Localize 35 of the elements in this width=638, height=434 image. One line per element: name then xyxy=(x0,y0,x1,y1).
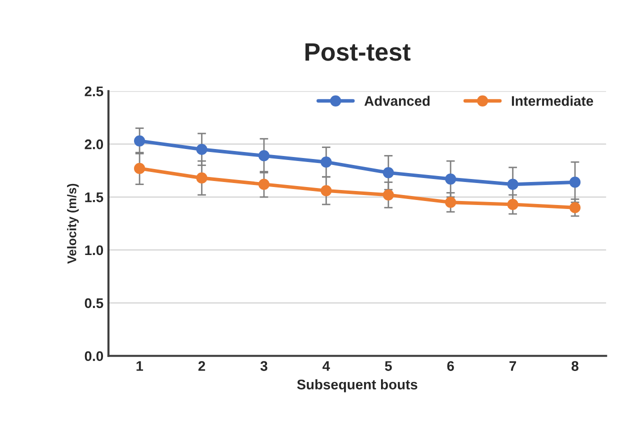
y-tick-label: 2.5 xyxy=(84,86,104,96)
point xyxy=(320,156,332,168)
x-tick-label: 1 xyxy=(136,361,144,371)
point xyxy=(445,173,456,185)
x-axis-title: Subsequent bouts xyxy=(297,379,418,392)
y-tick-label: 0.0 xyxy=(84,351,104,362)
point xyxy=(134,135,146,146)
point xyxy=(507,198,518,210)
x-tick-label: 8 xyxy=(572,361,578,371)
x-tick-label: 3 xyxy=(260,361,268,371)
point xyxy=(569,176,581,188)
x-tick-label: 6 xyxy=(447,361,454,371)
point xyxy=(445,196,456,208)
point xyxy=(320,185,332,196)
point xyxy=(196,172,208,184)
chart-title: Post-test xyxy=(305,43,410,61)
x-tick-label: 4 xyxy=(322,361,330,371)
y-tick-label: 2.0 xyxy=(84,139,104,150)
point xyxy=(507,178,518,190)
y-tick-label: 0.5 xyxy=(84,298,104,308)
point xyxy=(382,189,394,200)
y-axis-title: Velocity (m/s) xyxy=(67,184,79,264)
y-tick-label: 1.5 xyxy=(85,192,104,202)
point xyxy=(258,178,270,190)
legend-label: Intermediate xyxy=(512,96,594,106)
x-tick-label: 7 xyxy=(510,361,516,371)
x-tick-label: 2 xyxy=(198,361,206,371)
y-tick-label: 1.0 xyxy=(85,245,104,256)
point xyxy=(258,150,270,162)
x-tick-label: 5 xyxy=(384,361,392,371)
point xyxy=(569,202,581,214)
point xyxy=(134,162,146,174)
point xyxy=(382,167,394,178)
legend-label: Advanced xyxy=(364,96,430,106)
point xyxy=(196,144,208,155)
